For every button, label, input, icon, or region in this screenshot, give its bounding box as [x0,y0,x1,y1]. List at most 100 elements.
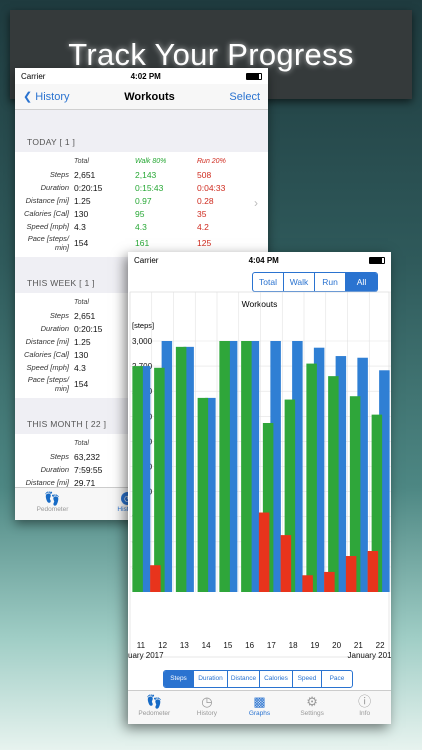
cell-value: 7:59:55 [74,464,103,475]
total-bar [270,341,281,592]
table-header-row: Total [15,437,268,450]
footprints-icon: 👣 [146,694,163,709]
select-button[interactable]: Select [229,90,260,103]
run-bar [258,512,270,592]
row-label: Steps [49,311,69,320]
clock-icon: ◷ [201,694,213,709]
status-bar: Carrier 4:02 PM [15,68,268,84]
cell-value: 154 [74,379,89,389]
total-bar [205,397,216,592]
metric-calories[interactable]: Calories [260,671,293,687]
status-bar: Carrier 4:04 PM [128,252,391,268]
cell-value: 2,651 [74,310,96,321]
metric-distance[interactable]: Distance [228,671,260,687]
table-row: Duration 0:20:15 [15,322,268,335]
total-bar [292,341,303,592]
filter-all[interactable]: All [346,273,377,291]
table-row: Distance [mi] 29.71 [15,476,268,489]
tab-info[interactable]: ⓘ Info [338,691,391,724]
cell-value: 29.71 [74,477,96,488]
y-tick-label: 3,000 [132,337,153,346]
walk-bar [284,399,296,592]
table-row: Pace [steps/ min] 154 161 125 [15,233,268,253]
tab-label: Info [359,710,371,717]
cell-value: 0:20:15 [74,323,103,334]
table-row: Steps 63,232 [15,450,268,463]
tab-pedometer[interactable]: 👣 Pedometer [15,488,90,520]
tab-pedometer[interactable]: 👣 Pedometer [128,691,181,724]
summary-table[interactable]: Total Walk 80% Run 20% Steps 2,651 2,143 508 Du… [15,152,268,257]
tab-settings[interactable]: ⚙ Settings [286,691,339,724]
table-row: Steps 2,651 [15,309,268,322]
total-bar [248,341,260,592]
row-label: Pace [steps/ min] [27,375,69,393]
cell-value: 1.25 [74,195,91,206]
walk-bar [175,346,187,592]
table-row: Distance [mi] 1.25 [15,335,268,348]
row-label: Steps [49,170,69,179]
cell-value: 0:15:43 [135,182,164,193]
walk-bar [306,363,317,592]
x-tick-label: 22 [376,641,385,650]
bar-chart-icon: ▩ [253,694,266,709]
walk-bar [328,376,339,592]
filter-run[interactable]: Run [315,273,346,291]
nav-title: Workouts [124,90,175,103]
filter-walk[interactable]: Walk [284,273,315,291]
carrier-label: Carrier [134,255,159,265]
x-tick-label: 21 [354,641,363,650]
column-header: Total [74,299,89,306]
clock: 4:02 PM [130,71,161,81]
total-bar [161,341,173,592]
walk-bar [371,414,383,592]
tab-history[interactable]: ◷ History [181,691,234,724]
x-tick-label: 15 [223,641,232,650]
metric-speed[interactable]: Speed [293,671,322,687]
walk-bar [219,341,230,592]
table-row: Calories [Cal] 130 [15,348,268,361]
x-tick-label: 14 [202,641,211,650]
x-tick-label: 13 [180,641,189,650]
cell-value: 508 [197,169,212,180]
metric-pace[interactable]: Pace [329,675,345,682]
metric-steps[interactable]: Steps [164,671,194,687]
x-date-label: uary 2017 [128,651,164,660]
total-bar [357,357,368,592]
walk-bar [349,396,361,592]
row-label: Distance [mi] [25,337,69,346]
run-bar [367,551,379,592]
total-bar [226,341,238,592]
column-header: Total [74,440,89,447]
tab-label: Pedometer [36,506,69,513]
x-tick-label: 18 [289,641,298,650]
x-tick-label: 19 [310,641,319,650]
cell-value: 95 [135,208,145,219]
total-bar [139,366,151,592]
y-axis-unit: [steps] [132,321,155,330]
table-header-row: Total [15,296,268,309]
section-header: TODAY [ 1 ] [15,110,268,152]
walk-bar [241,341,252,592]
table-row: Steps 2,651 2,143 508 [15,168,268,181]
row-label: Duration [40,183,69,192]
chart-title: Workouts [241,299,278,309]
total-bar [313,347,325,592]
cell-value: 0:20:15 [74,182,103,193]
cell-value: 2,143 [135,169,157,180]
metric-duration[interactable]: Duration [194,671,228,687]
table-row: Speed [mph] 4.3 4.3 4.2 [15,220,268,233]
x-tick-label: 11 [137,641,146,650]
filter-total[interactable]: Total [253,273,284,291]
chevron-left-icon: ❮ [23,91,36,103]
tab-graphs[interactable]: ▩ Graphs [233,691,286,724]
cell-value: 4.3 [74,362,86,373]
cell-value: 4.3 [74,221,86,232]
cell-value: 35 [197,208,207,219]
nav-bar: ❮ History Workouts Select [15,84,268,110]
back-button[interactable]: ❮ History [23,91,70,103]
row-label: Steps [49,452,69,461]
cell-value: 130 [74,349,89,360]
total-bar [335,356,347,592]
carrier-label: Carrier [21,71,46,81]
workouts-chart: 3006009001,2001,5001,8002,1002,4002,7003… [128,291,391,660]
